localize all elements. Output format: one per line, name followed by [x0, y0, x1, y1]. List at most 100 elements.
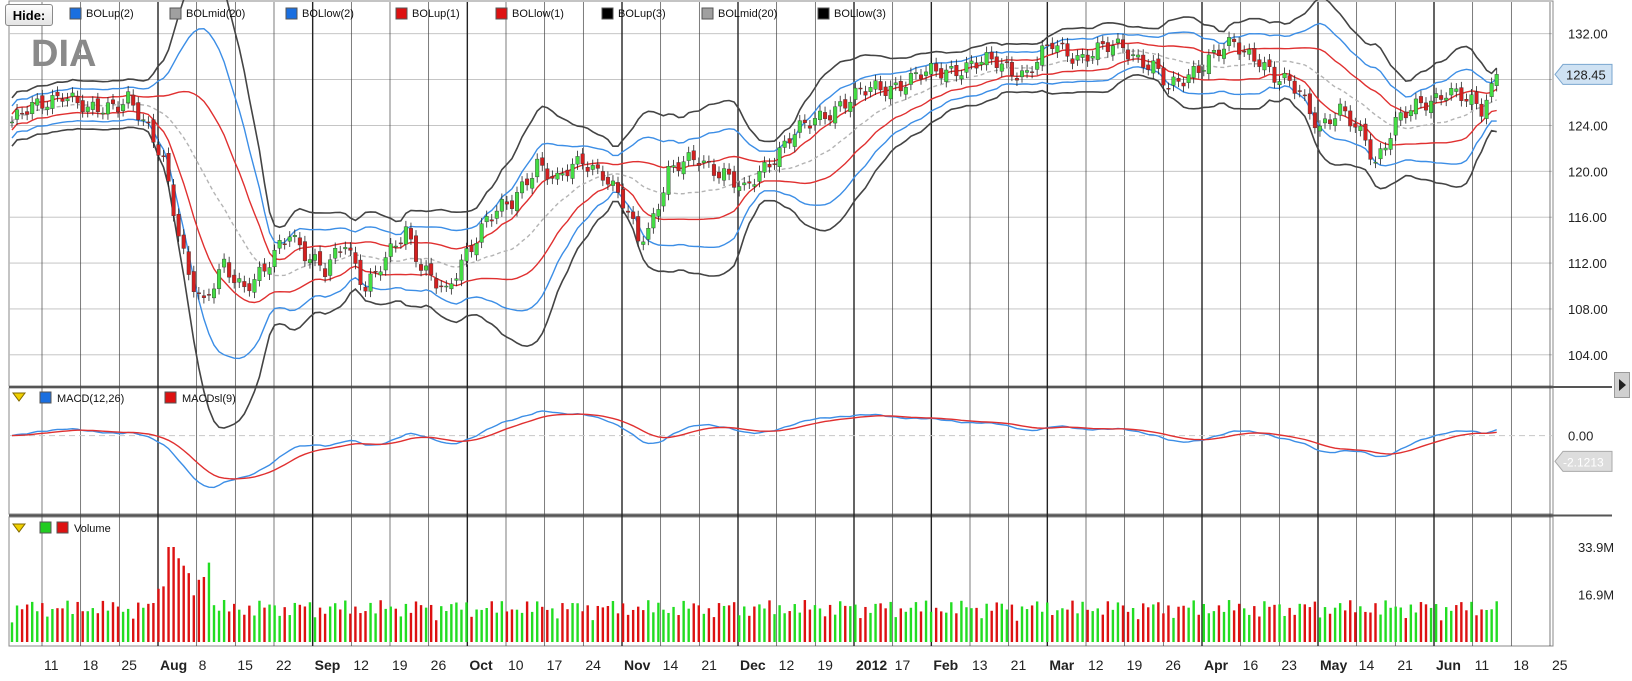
volume-bar	[248, 605, 251, 642]
volume-bar	[1046, 602, 1049, 642]
price-legend: BOLup(2) BOLmid(20) BOLlow(2) BOLup(1) BOLlo…	[69, 7, 886, 20]
candle-body	[232, 274, 237, 284]
candle-body	[1423, 102, 1428, 111]
price-y-tick: 116.00	[1568, 210, 1607, 225]
x-tick-label: 25	[1552, 657, 1568, 673]
candle-body	[1196, 65, 1201, 73]
candle-body	[1110, 45, 1115, 56]
candle-body	[873, 80, 878, 90]
volume-bar	[1076, 613, 1079, 642]
candle-body	[1267, 59, 1272, 67]
volume-y-tick: 33.9M	[1578, 540, 1614, 555]
volume-bar	[15, 605, 19, 642]
candle-body	[1020, 70, 1025, 78]
volume-bar	[753, 606, 756, 642]
candle-body	[277, 240, 282, 249]
hide-button[interactable]: Hide:	[5, 4, 53, 26]
volume-bar	[1243, 608, 1246, 642]
volume-bar	[293, 602, 296, 642]
volume-bar	[1349, 600, 1352, 642]
candle-body	[257, 266, 262, 281]
candle-body	[252, 279, 257, 293]
volume-bar	[732, 602, 736, 642]
volume-bar	[586, 605, 589, 642]
candle-body	[898, 81, 903, 92]
candle-body	[959, 75, 964, 80]
volume-bar	[1409, 604, 1413, 642]
volume-bar	[1303, 604, 1306, 642]
volume-bar	[1061, 608, 1064, 642]
volume-bar	[263, 607, 266, 642]
volume-bar	[692, 603, 695, 642]
candle-body	[893, 82, 898, 86]
volume-bar	[596, 605, 599, 642]
candle-body	[237, 278, 242, 283]
volume-bar	[182, 565, 185, 642]
volume-bar	[334, 603, 337, 642]
candle-body	[833, 106, 838, 124]
volume-bar	[1126, 611, 1130, 642]
volume-bar	[217, 610, 221, 642]
volume-bar	[202, 576, 206, 642]
x-tick-label: 2012	[856, 657, 887, 673]
candle-body	[757, 171, 762, 182]
candle-body	[575, 156, 580, 165]
candle-body	[585, 167, 590, 172]
candle-body	[1156, 58, 1161, 69]
scroll-right-arrow-icon[interactable]	[1614, 372, 1630, 398]
volume-bar	[505, 611, 509, 642]
collapse-triangle-icon[interactable]	[12, 392, 26, 402]
candle-body	[848, 101, 853, 112]
candle-body	[1317, 125, 1322, 132]
volume-bar	[525, 601, 529, 642]
volume-bar	[879, 603, 882, 642]
candle-body	[313, 254, 318, 261]
candle-body	[651, 213, 656, 229]
candle-body	[1449, 88, 1454, 96]
candle-body	[752, 184, 757, 187]
volume-bar	[500, 601, 504, 642]
volume-bar	[298, 604, 302, 642]
candle-body	[636, 216, 641, 242]
x-tick-label: 26	[1165, 657, 1181, 673]
candle-body	[206, 294, 211, 296]
candle-body	[1312, 112, 1317, 129]
candle-body	[530, 178, 535, 189]
candle-body	[1459, 87, 1464, 101]
macd-signal-line	[11, 413, 1497, 480]
candle-body	[343, 247, 348, 250]
volume-bar	[399, 616, 403, 642]
volume-bar	[1338, 603, 1342, 642]
candle-body	[999, 63, 1004, 72]
volume-bar	[1071, 600, 1074, 642]
volume-bar	[1192, 600, 1195, 642]
volume-bar	[470, 616, 473, 642]
candle-body	[434, 278, 439, 289]
candle-body	[1408, 110, 1413, 117]
volume-bar	[435, 620, 438, 642]
legend-label: BOLup(2)	[86, 8, 134, 20]
candle-body	[1181, 82, 1186, 87]
volume-bar	[121, 611, 125, 642]
price-candles	[9, 31, 1499, 304]
volume-bar	[626, 614, 630, 642]
volume-bar	[904, 611, 908, 642]
legend-swatch	[164, 391, 177, 404]
volume-bar	[485, 608, 488, 642]
volume-bar	[606, 605, 610, 642]
candle-body	[242, 281, 247, 288]
volume-bar	[1258, 616, 1261, 642]
candle-body	[282, 243, 287, 245]
volume-bar	[748, 615, 751, 642]
volume-bar	[1490, 609, 1493, 642]
volume-bar	[1096, 608, 1099, 642]
volume-bar	[1364, 611, 1367, 642]
candle-body	[550, 175, 555, 179]
volume-bar	[349, 613, 352, 642]
candle-body	[459, 259, 464, 281]
volume-bar	[672, 606, 675, 642]
collapse-triangle-icon[interactable]	[12, 523, 26, 533]
candle-body	[45, 106, 50, 110]
volume-bar	[1202, 603, 1205, 642]
candle-body	[80, 100, 85, 113]
